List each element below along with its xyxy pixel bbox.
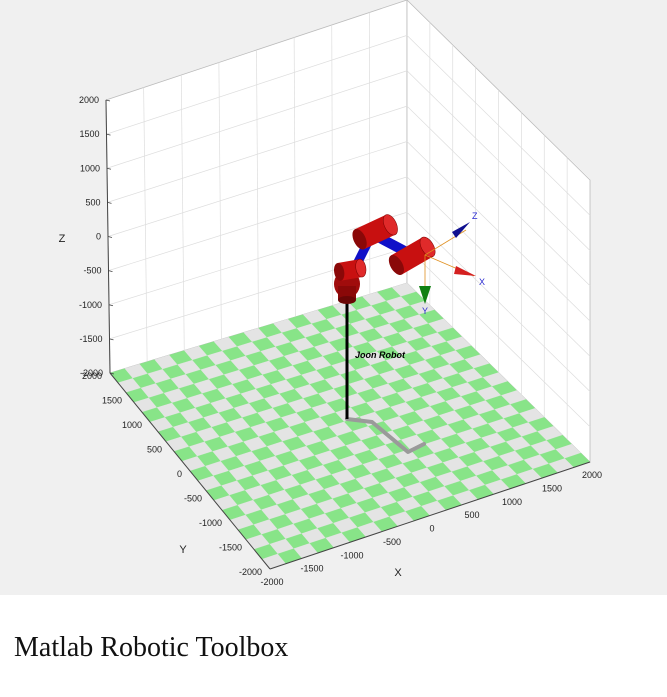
y-tick-label: 500 [147, 445, 162, 455]
z-tick-mark [106, 167, 112, 170]
tool-frame-x-arrow [454, 266, 476, 276]
tool-frame-z-label: Z [472, 211, 478, 221]
y-tick-label: 1000 [122, 420, 142, 430]
z-tick-label: -500 [83, 266, 101, 276]
z-tick-label: 500 [85, 197, 100, 207]
z-tick-label: -2000 [80, 368, 103, 378]
x-tick-label: -2000 [260, 577, 283, 587]
z-axis-title: Z [59, 233, 66, 245]
figure-panel: 2000 1500 1000 500 0 -500 -1000 -1500 -2000 2000 1… [0, 0, 667, 595]
y-tick-label: -500 [184, 494, 202, 504]
tick-labels: 2000150010005000-500-1000-1500-200020001… [59, 95, 602, 587]
x-tick-label: 1000 [502, 497, 522, 507]
y-tick-label: 2000 [82, 371, 102, 381]
x-tick-label: 1500 [542, 483, 562, 493]
x-axis-line [269, 461, 591, 570]
robot-plot: 2000150010005000-500-1000-1500-200020001… [59, 0, 602, 587]
axes-walls [105, 0, 591, 463]
z-tick-mark [107, 236, 113, 238]
z-tick-label: -1000 [79, 300, 102, 310]
z-tick-label: 2000 [79, 95, 99, 105]
z-tick-label: 1500 [79, 129, 99, 139]
grid-line [106, 70, 408, 169]
floor-checkerboard [109, 282, 591, 570]
grid-line [107, 141, 408, 237]
z-tick-mark [106, 133, 111, 136]
y-tick-label: -2000 [239, 567, 262, 577]
robot-name-label: Joon Robot [355, 350, 406, 360]
z-tick-mark [108, 270, 113, 273]
robot-joint-2 [334, 258, 367, 281]
tool-frame-y-arrow [419, 286, 431, 304]
y-tick-label: -1000 [199, 518, 222, 528]
figure-caption: Matlab Robotic Toolbox [14, 632, 289, 663]
x-axis-title: X [394, 567, 402, 579]
y-tick-label: -1500 [219, 543, 242, 553]
z-tick-mark [109, 372, 115, 375]
x-tick-label: -500 [383, 537, 401, 547]
x-tick-label: 500 [464, 510, 479, 520]
grid-line [406, 105, 591, 286]
x-tick-label: 2000 [582, 470, 602, 480]
y-tick-label: 0 [177, 469, 182, 479]
z-tick-mark [107, 201, 112, 204]
grid-line [406, 35, 591, 216]
robot-model: Z X Y Joon Robot [334, 211, 485, 454]
tool-frame-z-arrow [452, 222, 470, 238]
grid-line [107, 105, 408, 203]
y-axis-line [109, 372, 271, 570]
tool-frame-x-label: X [479, 277, 485, 287]
robot-joint-1-body [338, 286, 356, 300]
robot-shadow [345, 417, 426, 454]
x-tick-label: 0 [429, 524, 434, 534]
grid-line [369, 12, 371, 295]
z-tick-mark [108, 304, 114, 307]
z-tick-label: -1500 [79, 334, 102, 344]
grid-line [406, 70, 591, 251]
grid-line [293, 37, 296, 317]
robot-joint-3 [352, 214, 398, 250]
z-tick-label: 1000 [80, 163, 100, 173]
robot-joint-4 [388, 236, 436, 275]
z-tick-label: 0 [96, 232, 101, 242]
grid-line [331, 24, 334, 306]
robot-joint-1-bottom [338, 296, 356, 304]
tool-frame-y-label: Y [422, 306, 428, 316]
z-tick-mark [109, 338, 114, 341]
grid-line [406, 141, 591, 322]
z-tick-mark [105, 99, 111, 102]
x-tick-label: -1500 [300, 564, 323, 574]
y-axis-title: Y [179, 544, 187, 556]
grid-line [106, 35, 408, 135]
y-tick-label: 1500 [102, 396, 122, 406]
x-tick-label: -1000 [340, 550, 363, 560]
